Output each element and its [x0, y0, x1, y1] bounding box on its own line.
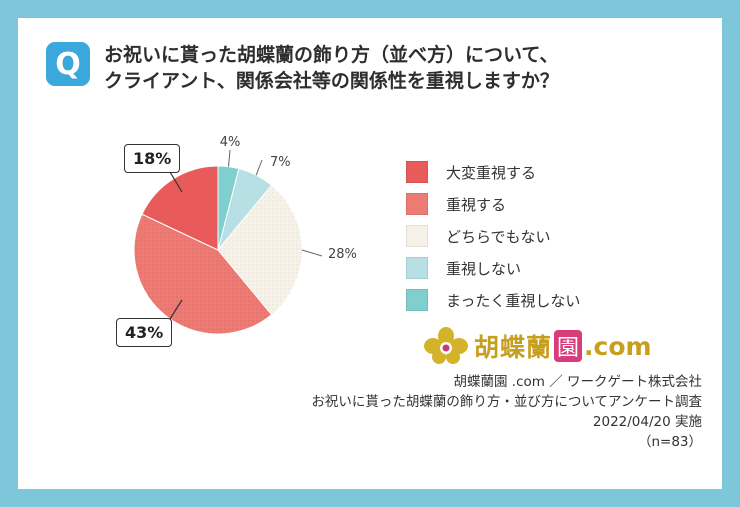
legend-item: どちらでもない — [406, 220, 580, 252]
logo-name: 胡蝶蘭 — [474, 333, 553, 362]
legend-swatch — [406, 289, 428, 311]
slice-highly-important-callout-pointer — [169, 171, 183, 193]
slice-neutral-texture — [218, 185, 302, 315]
legend-swatch — [406, 193, 428, 215]
source-note: 胡蝶蘭園 .com ／ ワークゲート株式会社 お祝いに貰った胡蝶蘭の飾り方・並び… — [311, 372, 702, 452]
legend-swatch — [406, 161, 428, 183]
logo: 胡蝶蘭 園 .com — [424, 326, 652, 366]
legend-item: 重視する — [406, 188, 580, 220]
slice-not-important-value-label: 7% — [270, 155, 291, 170]
logo-suffix: .com — [584, 331, 652, 361]
slice-neutral-leader-line — [301, 249, 323, 257]
slice-neutral-value-label: 28% — [328, 247, 357, 262]
source-line-3: 2022/04/20 実施 — [592, 414, 702, 430]
legend-label: どちらでもない — [446, 227, 551, 246]
question-text: お祝いに貰った胡蝶蘭の飾り方（並べ方）について、 クライアント、関係会社等の関係… — [104, 42, 664, 94]
logo-box-char: 園 — [554, 330, 583, 362]
slice-not-at-all-important-value-label: 4% — [220, 135, 241, 150]
source-line-2: お祝いに貰った胡蝶蘭の飾り方・並び方についてアンケート調査 — [311, 394, 702, 410]
legend: 大変重視する 重視するどちらでもない 重視しないまったく重視しない — [406, 156, 580, 316]
callout-label-highly-important: 18% — [124, 144, 181, 173]
legend-swatch — [406, 257, 428, 279]
question-line-2: クライアント、関係会社等の関係性を重視しますか？ — [104, 70, 559, 92]
question-badge: Q — [46, 42, 90, 86]
legend-item: 大変重視する — [406, 156, 580, 188]
legend-item: まったく重視しない — [406, 284, 580, 316]
slice-highly-important — [141, 165, 219, 251]
slice-not-at-all-important-leader-line — [228, 149, 231, 167]
orchid-icon — [424, 327, 468, 364]
source-line-1: 胡蝶蘭園 .com ／ ワークゲート株式会社 — [453, 374, 703, 390]
legend-swatch — [406, 225, 428, 247]
legend-item: 重視しない — [406, 252, 580, 284]
question-line-1: お祝いに貰った胡蝶蘭の飾り方（並べ方）について、 — [104, 44, 559, 66]
source-line-4: （n=83） — [637, 434, 702, 450]
callout-label-important: 43% — [116, 318, 173, 347]
legend-label: 重視しない — [446, 259, 522, 278]
legend-label: 大変重視する — [446, 163, 537, 182]
legend-label: まったく重視しない — [446, 291, 581, 310]
slice-not-important-leader-line — [255, 159, 263, 176]
slice-important-texture — [133, 214, 272, 335]
legend-label: 重視する — [446, 195, 507, 214]
